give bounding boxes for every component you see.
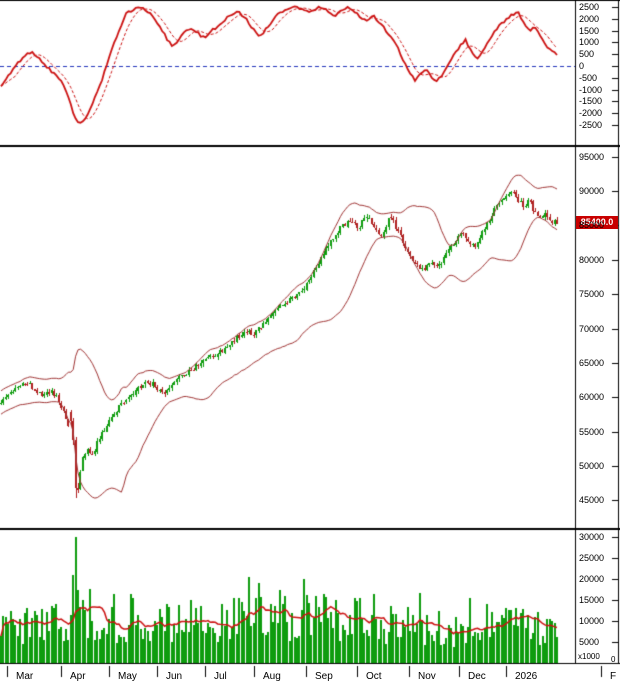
x-axis-month-label: 2026 [515, 671, 538, 682]
x-axis-month-label: May [118, 671, 137, 682]
oscillator-axis-tick-label: -500 [579, 73, 598, 83]
price-axis-tick-label: 45000 [579, 495, 605, 505]
price-axis-tick-label: 90000 [579, 186, 605, 196]
x-axis-month-label: Jun [166, 671, 183, 682]
oscillator-axis-tick-label: 2000 [579, 14, 600, 24]
price-axis-tick-label: 55000 [579, 427, 605, 437]
x-axis-month-label: Dec [468, 671, 486, 682]
price-axis-tick-label: 70000 [579, 324, 605, 334]
oscillator-axis-tick-label: -1500 [579, 96, 603, 106]
price-axis-tick-label: 80000 [579, 255, 605, 265]
oscillator-axis-tick-label: 1500 [579, 26, 600, 36]
volume-axis-tick-label: 10000 [579, 616, 605, 626]
x-axis-month-label: Jul [214, 671, 227, 682]
x-axis-month-label: F [610, 671, 617, 682]
oscillator-axis-tick-label: 1000 [579, 37, 600, 47]
volume-axis-tick-label: 5000 [579, 637, 600, 647]
volume-axis-tick-label: 30000 [579, 532, 605, 542]
volume-axis-tick-label: 20000 [579, 574, 605, 584]
oscillator-axis-tick-label: 2500 [579, 2, 600, 12]
x-axis-month-label: Mar [16, 671, 34, 682]
volume-zero-tick-label: 0 [611, 655, 616, 664]
x-axis-month-label: Aug [263, 671, 281, 682]
oscillator-axis-tick-label: -2500 [579, 120, 603, 130]
x-axis-month-label: Apr [70, 671, 86, 682]
oscillator-axis-tick-label: 500 [579, 49, 595, 59]
x-axis-month-label: Sep [315, 671, 333, 682]
volume-axis-tick-label: 15000 [579, 595, 605, 605]
volume-axis-tick-label: 25000 [579, 553, 605, 563]
price-axis-tick-label: 50000 [579, 461, 605, 471]
x-axis-month-label: Nov [418, 671, 436, 682]
price-axis-tick-label: 65000 [579, 358, 605, 368]
price-axis-tick-label: 85000 [579, 220, 605, 230]
oscillator-axis-tick-label: -2000 [579, 108, 603, 118]
price-axis-tick-label: 75000 [579, 289, 605, 299]
last-price-label: 85400.0 [576, 216, 618, 229]
price-axis-tick-label: 95000 [579, 152, 605, 162]
x-axis-month-label: Oct [366, 671, 382, 682]
volume-scale-label: x1000 [578, 652, 600, 661]
oscillator-axis-tick-label: 0 [579, 61, 585, 71]
oscillator-axis-tick-label: -1000 [579, 85, 603, 95]
price-axis-tick-label: 60000 [579, 392, 605, 402]
